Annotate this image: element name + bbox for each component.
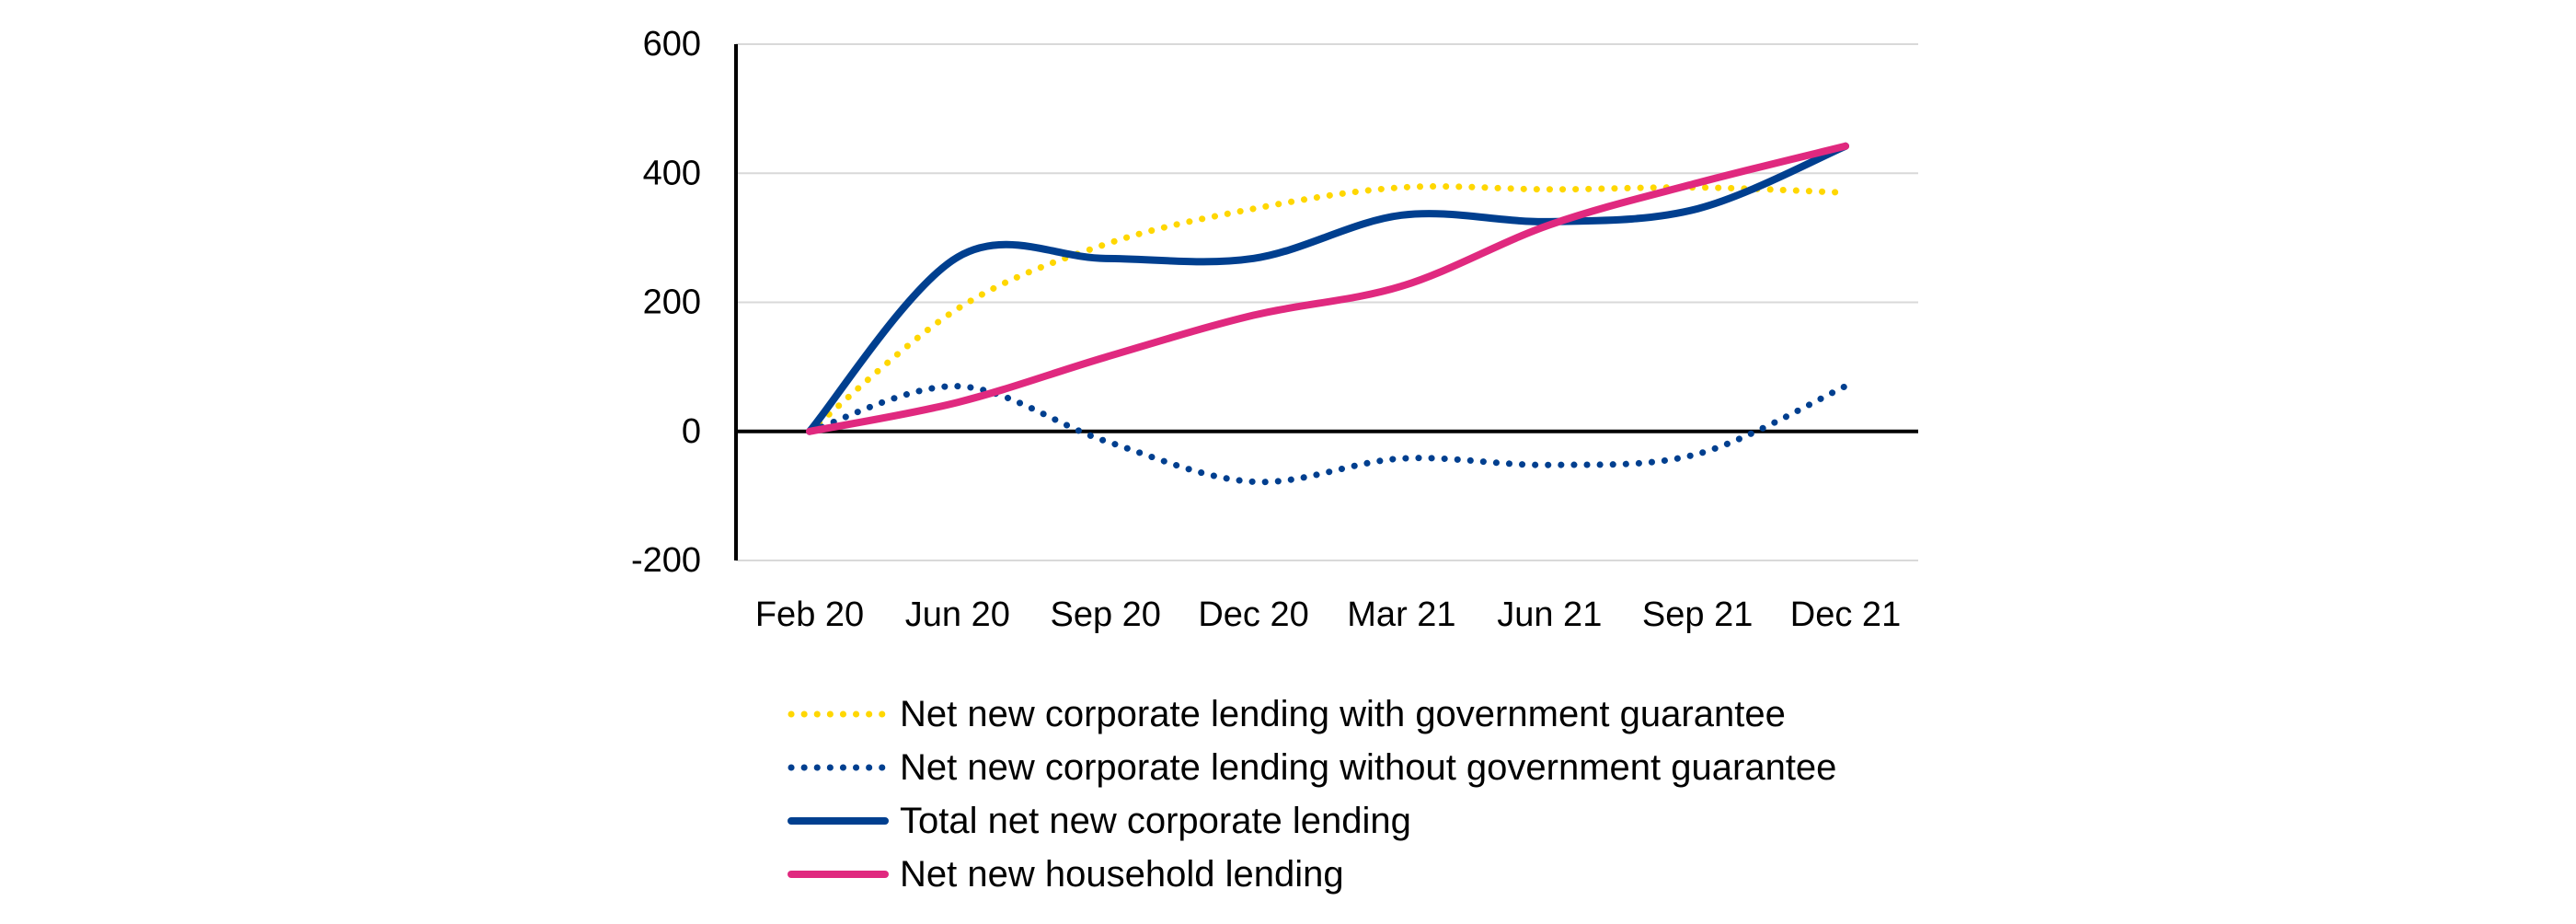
x-tick-label: Jun 20 [905, 595, 1010, 634]
y-axis-ticks: -200 0 200 400 600 [631, 25, 701, 580]
legend-label-4: Net new household lending [900, 854, 1344, 895]
legend-label-1: Net new corporate lending with governmen… [900, 694, 1786, 734]
legend-label-2: Net new corporate lending without govern… [900, 747, 1836, 788]
y-tick-label: 600 [643, 25, 701, 64]
x-tick-label: Feb 20 [755, 595, 864, 634]
series-line-2 [806, 383, 1849, 486]
data-series [806, 142, 1849, 486]
x-tick-label: Sep 20 [1050, 595, 1160, 634]
y-tick-label: 200 [643, 283, 701, 322]
legend-label-3: Total net new corporate lending [900, 801, 1411, 841]
series-line-4 [806, 142, 1849, 435]
axes [734, 44, 1918, 560]
x-axis-ticks: Feb 20 Jun 20 Sep 20 Dec 20 Mar 21 Jun 21 Sep … [755, 595, 1901, 634]
x-tick-label: Dec 20 [1198, 595, 1308, 634]
x-tick-label: Mar 21 [1347, 595, 1455, 634]
gridlines [736, 43, 1918, 561]
series-line-1 [806, 183, 1849, 435]
y-tick-label: -200 [631, 541, 701, 580]
x-tick-label: Dec 21 [1790, 595, 1901, 634]
y-tick-label: 400 [643, 154, 701, 192]
y-tick-label: 0 [682, 412, 701, 451]
x-tick-label: Sep 21 [1642, 595, 1753, 634]
series-line-3 [806, 142, 1849, 435]
x-tick-label: Jun 21 [1497, 595, 1602, 634]
legend: Net new corporate lending with governmen… [788, 694, 1836, 895]
